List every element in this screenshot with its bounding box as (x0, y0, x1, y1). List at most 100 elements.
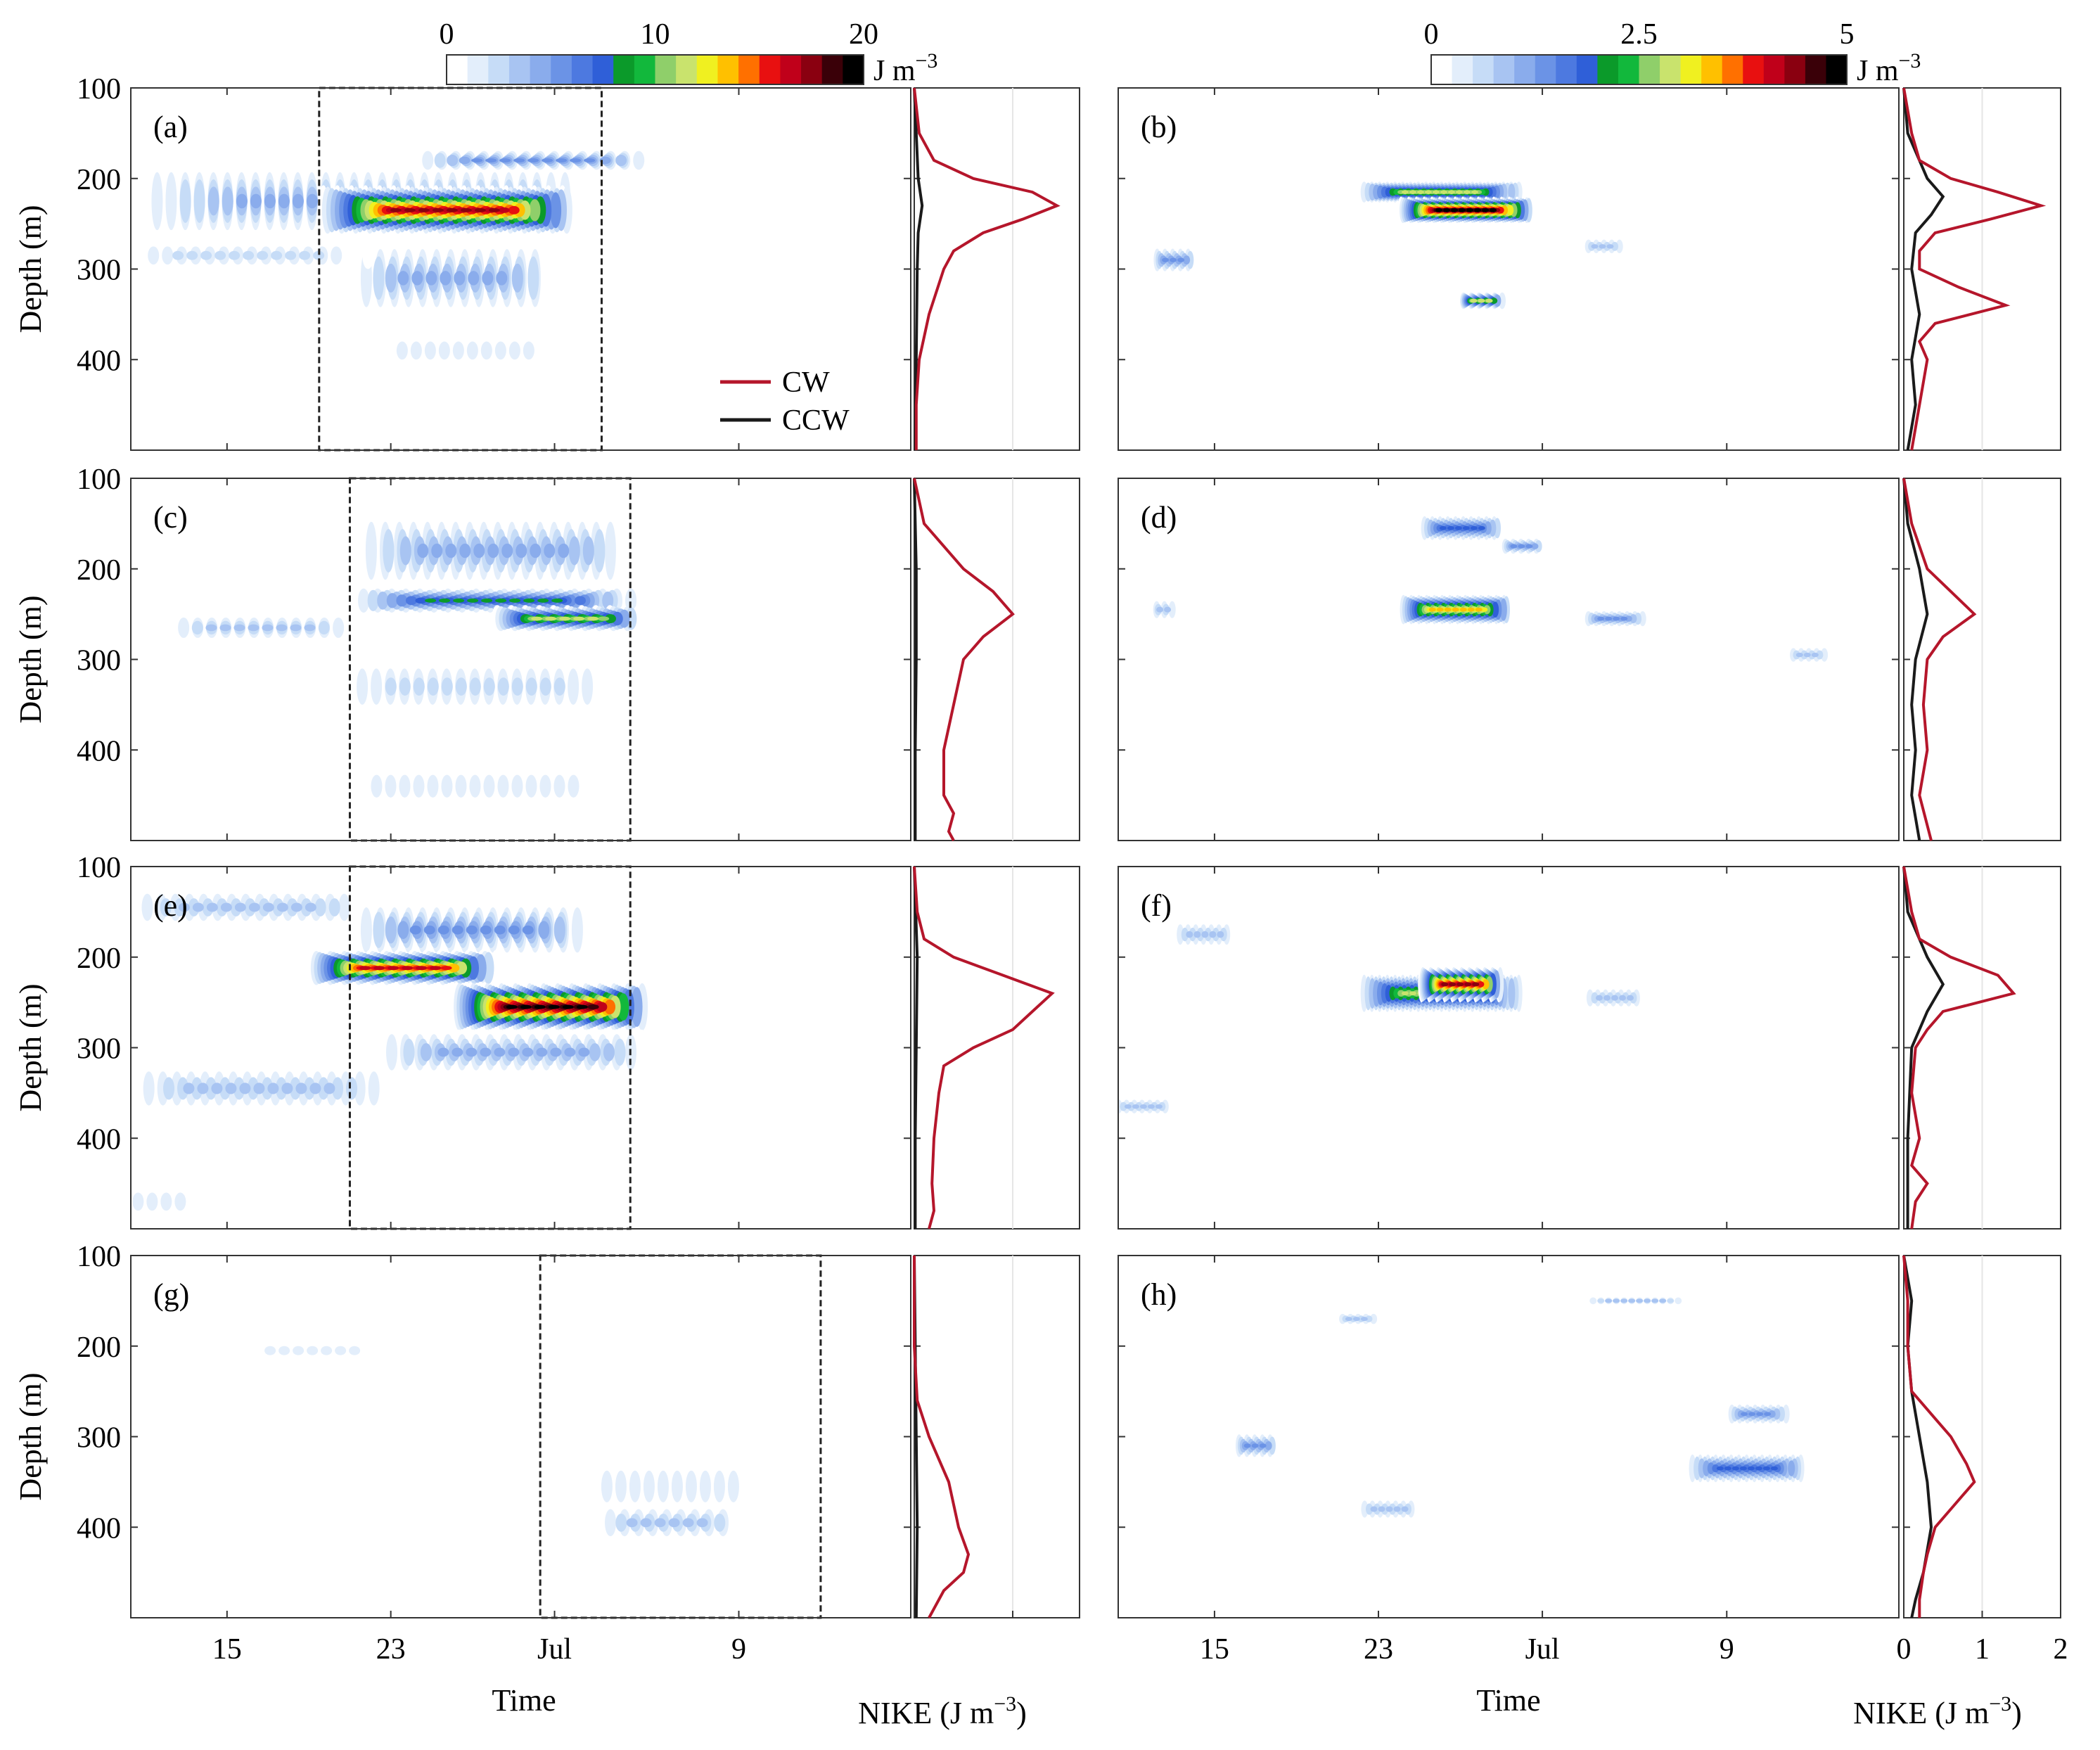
heatmap-cell (396, 594, 408, 607)
heatmap-cell (348, 902, 360, 957)
heatmap-cell (338, 893, 350, 921)
heatmap-cell (290, 624, 302, 632)
heatmap-cell (1620, 616, 1628, 621)
heatmap-cell (494, 925, 506, 935)
heatmap-cell (278, 1346, 290, 1355)
heatmap-cell (734, 1505, 746, 1541)
heatmap-cell (1490, 207, 1497, 212)
heatmap-cell (212, 1531, 224, 1559)
heatmap-cell (499, 158, 511, 162)
colorbar-swatch (1535, 55, 1556, 84)
heatmap-cell (1265, 1441, 1272, 1450)
profile-frame (914, 1255, 1080, 1618)
heatmap-cell (318, 620, 330, 635)
heatmap-cell (399, 774, 411, 798)
colorbar-swatch (738, 55, 760, 84)
heatmap-cell (574, 596, 586, 606)
depth-axis-label: Depth (m) (13, 205, 48, 333)
heatmap-cell (508, 205, 520, 215)
heatmap-cell (1365, 1315, 1373, 1322)
heatmap-cell (205, 1077, 217, 1100)
heatmap-cell (1636, 1298, 1644, 1303)
heatmap-cell (537, 332, 549, 369)
heatmap-cell (269, 1531, 281, 1559)
heatmap-cell (483, 677, 495, 696)
heatmap-cell (445, 543, 457, 558)
depth-tick-label: 400 (77, 1512, 121, 1545)
heatmap-cell (215, 250, 226, 260)
heatmap-cell (432, 207, 444, 212)
depth-axis-label: Depth (m) (13, 983, 48, 1111)
heatmap-cell (564, 1047, 576, 1057)
heatmap-cell (1605, 1298, 1613, 1303)
heatmap-cell (1707, 1462, 1715, 1475)
heatmap-cell (172, 250, 184, 260)
heatmap-cell (550, 1047, 562, 1057)
colorbar-swatch (1722, 55, 1743, 84)
heatmap-cell (1393, 988, 1401, 999)
colorbar-swatch (1805, 55, 1826, 84)
heatmap-cell (437, 925, 449, 935)
heatmap-cell (423, 925, 435, 935)
heatmap-cell (205, 624, 217, 632)
heatmap-cell (1370, 1313, 1378, 1324)
heatmap-cell (587, 165, 599, 238)
colorbar-swatch (1556, 55, 1577, 84)
depth-tick-label: 100 (77, 464, 121, 496)
colorbar-swatch (1431, 55, 1453, 84)
heatmap-cell (529, 199, 541, 222)
heatmap-cell (424, 341, 436, 360)
heatmap-cell (184, 1531, 196, 1559)
heatmap-cell (417, 543, 429, 558)
heatmap-cell (220, 902, 232, 912)
heatmap-cell (1462, 525, 1470, 530)
heatmap-cell (558, 543, 570, 558)
heatmap-cell (383, 529, 395, 573)
heatmap-cell (516, 543, 527, 558)
heatmap (184, 1341, 768, 1559)
heatmap-cell (587, 1455, 599, 1519)
colorbar-swatch (1639, 55, 1660, 84)
heatmap-cell (587, 616, 599, 621)
heatmap-cell (1492, 601, 1499, 618)
heatmap-cell (233, 1077, 245, 1100)
heatmap-cell (285, 250, 297, 260)
heatmap-cell (438, 341, 450, 360)
heatmap-cell (339, 1531, 351, 1559)
heatmap-cell (1773, 1408, 1781, 1420)
heatmap-cell (573, 1455, 585, 1519)
heatmap-cell (367, 1531, 379, 1559)
heatmap-cell (482, 952, 494, 984)
heatmap-cell (568, 774, 580, 798)
heatmap-cell (306, 193, 318, 209)
time-tick-label: 15 (1200, 1633, 1229, 1666)
heatmap-cell (742, 1455, 754, 1519)
heatmap-cell (469, 677, 481, 696)
heatmap-cell (410, 341, 422, 360)
heatmap-cell (699, 1470, 711, 1502)
heatmap-cell (527, 256, 539, 300)
heatmap-cell (571, 907, 583, 953)
heatmap-cell (293, 1346, 305, 1355)
heatmap-cell (1748, 1412, 1756, 1417)
heatmap-cell (631, 987, 643, 1027)
heatmap-cell (523, 598, 535, 603)
heatmap-cell (437, 1531, 449, 1559)
heatmap-cell (654, 1518, 666, 1528)
heatmap-cell (1698, 1458, 1705, 1478)
depth-tick-label: 100 (77, 73, 121, 106)
ccw-profile-line (1902, 1255, 1933, 1618)
heatmap-cell (411, 271, 423, 286)
heatmap-cell (295, 1082, 307, 1094)
heatmap-cell (253, 1082, 265, 1094)
heatmap-cell (207, 186, 219, 216)
heatmap-cell (248, 1077, 260, 1100)
heatmap-cell (415, 597, 427, 604)
heatmap-cell (1459, 207, 1466, 212)
heatmap-cell (466, 1047, 478, 1057)
heatmap-cell (348, 587, 360, 615)
cw-profile-line (913, 478, 1015, 841)
heatmap-cell (1764, 1412, 1772, 1417)
heatmap-cell (243, 250, 255, 260)
heatmap-cell (309, 1082, 321, 1094)
